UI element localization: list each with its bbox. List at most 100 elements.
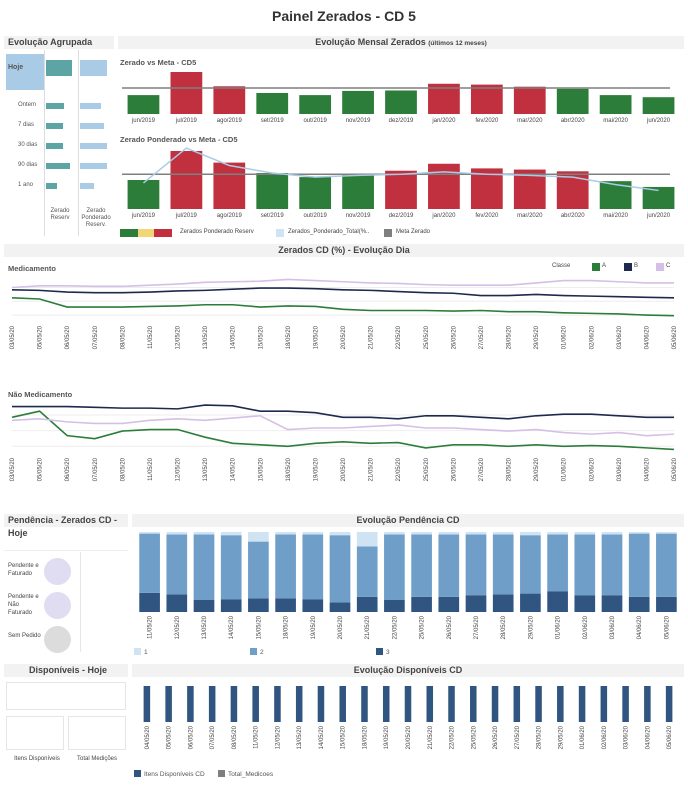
date-tick-label: 25/05/20 — [420, 615, 426, 639]
date-tick-label: 13/05/20 — [297, 725, 303, 749]
month-tick-label: abr/2020 — [561, 118, 585, 124]
disponiveis-bar — [404, 686, 412, 722]
series-line-a — [11, 297, 675, 317]
disponiveis-bar — [274, 686, 281, 722]
date-tick-label: 07/05/20 — [93, 457, 99, 481]
date-tick-label: 05/05/20 — [38, 457, 44, 481]
nao-medicamento-line-chart: 03/05/20 05/05/20 06/05/20 07/05/20 08/05/20… — [10, 404, 678, 481]
agrupada-row-label: 30 dias — [18, 142, 38, 148]
pendencia-bar-segment-2 — [601, 534, 623, 596]
date-tick-label: 11/05/20 — [148, 325, 154, 349]
disponiveis-bar — [491, 686, 499, 722]
pendente-nao-faturado-circle — [44, 592, 71, 619]
agrupada-bar-ponderado — [80, 163, 107, 169]
pendencia-bar-segment-3 — [139, 592, 160, 612]
legend-swatch-green — [120, 229, 138, 237]
date-tick-label: 27/05/20 — [474, 615, 480, 639]
month-tick-label: nov/2019 — [346, 118, 371, 124]
ponderado-vs-meta-chart: jun/2019 jul/2019 ago/2019 set/2019 out/2019… — [122, 147, 675, 219]
date-tick-label: 27/05/20 — [515, 725, 521, 749]
month-tick-label: jun/2019 — [131, 213, 156, 219]
medicamento-line-chart: 03/05/20 05/05/20 06/05/20 07/05/20 08/05/20… — [10, 278, 678, 349]
month-tick-label: mar/2020 — [517, 118, 543, 124]
pendencia-bar-segment-3 — [220, 599, 242, 612]
pendencia-bar-segment-3 — [411, 596, 432, 612]
legend-item: Zerados_Ponderado_Total(%.. — [288, 229, 370, 235]
nao-medicamento-title: Não Medicamento — [8, 390, 73, 399]
pendencia-bar-segment-3 — [465, 595, 487, 612]
agrupada-header: Evolução Agrupada — [4, 36, 114, 49]
disponiveis-bar — [208, 686, 216, 722]
date-tick-label: 03/05/20 — [10, 325, 16, 349]
date-tick-label: 04/06/20 — [645, 725, 651, 749]
date-tick-label: 04/06/20 — [637, 615, 643, 639]
pendencia-bar-segment-2 — [139, 533, 160, 593]
legend-class-a: A — [602, 263, 607, 269]
legend-swatch — [384, 229, 392, 237]
pendente-nao-faturado-label: Pendente e Não Faturado — [8, 594, 39, 616]
date-tick-label: 28/05/20 — [507, 457, 513, 481]
legend-swatch-b — [624, 263, 632, 271]
disponiveis-bar — [143, 686, 151, 722]
date-tick-label: 07/05/20 — [210, 725, 216, 749]
series-line-c — [11, 414, 675, 437]
date-tick-label: 14/05/20 — [231, 325, 237, 349]
series-line-b — [11, 287, 675, 299]
disponiveis-bar — [361, 686, 368, 722]
pendencia-bar-segment-3 — [193, 600, 215, 612]
disponiveis-bar — [665, 686, 673, 722]
month-bar — [127, 95, 160, 114]
date-tick-label: 04/05/20 — [145, 725, 151, 749]
agrupada-col1-label: Zerado Reserv — [50, 208, 70, 221]
agrupada-bar-ponderado — [80, 123, 104, 129]
date-tick-label: 02/06/20 — [589, 457, 595, 481]
agrupada-bar-zerado — [46, 143, 63, 149]
month-tick-label: dez/2019 — [389, 118, 414, 124]
month-bar — [642, 97, 675, 114]
disponiveis-header: Disponíveis - Hoje — [4, 664, 128, 677]
legend-swatch — [250, 648, 257, 655]
agrupada-bar-zerado — [46, 183, 57, 189]
pendencia-bar-segment-2 — [465, 534, 487, 596]
mensal-legend: Zerados Ponderado Reserv Zerados_Pondera… — [120, 228, 680, 238]
pendencia-bar-segment-2 — [220, 535, 242, 600]
month-tick-label: mai/2020 — [603, 118, 628, 124]
month-tick-label: abr/2020 — [561, 213, 585, 219]
date-tick-label: 25/05/20 — [424, 457, 430, 481]
date-tick-label: 27/05/20 — [479, 457, 485, 481]
date-tick-label: 19/05/20 — [313, 325, 319, 349]
date-tick-label: 15/05/20 — [256, 615, 262, 639]
date-tick-label: 25/05/20 — [424, 325, 430, 349]
month-tick-label: jan/2020 — [431, 118, 456, 124]
legend-class-b: B — [634, 263, 639, 269]
pendencia-bar-segment-2 — [628, 533, 650, 597]
date-tick-label: 15/05/20 — [341, 725, 347, 749]
chart2-title: Zerado Ponderado vs Meta - CD5 — [120, 135, 238, 144]
pendencia-bar-segment-3 — [384, 600, 405, 612]
date-tick-label: 12/05/20 — [176, 325, 182, 349]
agrupada-bar-ponderado — [80, 183, 94, 189]
date-tick-label: 19/05/20 — [311, 615, 317, 639]
classe-label: Classe — [552, 263, 571, 269]
pendencia-bar-segment-1 — [275, 532, 296, 535]
month-tick-label: fev/2020 — [475, 118, 499, 124]
pendencia-bar-segment-2 — [248, 541, 269, 599]
zerado-vs-meta-chart: jun/2019 jul/2019 ago/2019 set/2019 out/2019… — [122, 72, 675, 124]
pendencia-bar-segment-2 — [193, 534, 215, 600]
disponiveis-bar — [622, 686, 629, 722]
date-tick-label: 25/05/20 — [471, 725, 477, 749]
pendencia-bar-segment-2 — [492, 534, 514, 595]
date-tick-label: 20/05/20 — [341, 325, 347, 349]
pendencia-bar-segment-2 — [275, 534, 296, 599]
date-tick-label: 08/05/20 — [232, 725, 238, 749]
date-tick-label: 20/05/20 — [341, 457, 347, 481]
pendencia-bar-segment-2 — [329, 535, 351, 603]
month-bar — [642, 186, 675, 209]
pendencia-bar-segment-1 — [329, 532, 351, 536]
sem-pedido-circle — [44, 626, 71, 653]
pendencia-bar-segment-1 — [547, 532, 568, 535]
agrupada-row-label: 90 dias — [18, 162, 38, 168]
month-tick-label: mar/2020 — [517, 213, 543, 219]
pendencia-bar-segment-3 — [628, 596, 650, 612]
agrupada-bar-zerado — [46, 103, 64, 109]
